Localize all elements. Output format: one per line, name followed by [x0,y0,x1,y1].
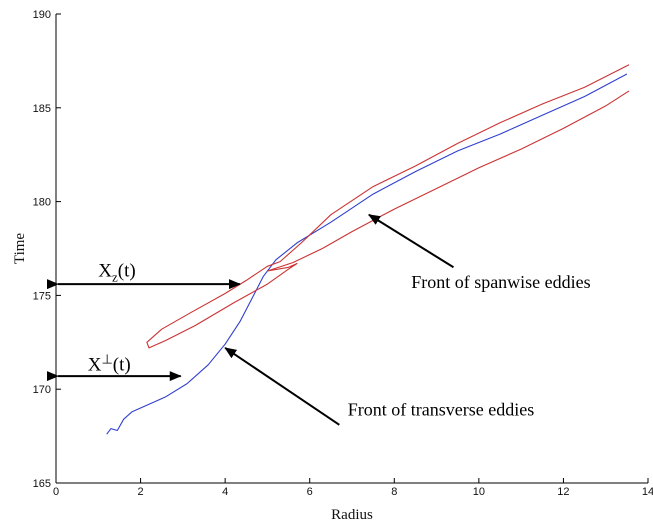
y-tick-label: 185 [33,103,51,115]
x-tick-label: 8 [391,486,397,498]
annotation-arrow-spanwise [368,213,455,269]
measure-label-xperp: X⊥(t) [88,351,131,375]
series-layer [106,64,630,435]
y-tick-label: 175 [33,290,51,302]
x-tick-label: 2 [138,486,144,498]
series-line-2 [146,64,630,349]
y-axis-label: Time [12,233,28,264]
x-tick-label: 4 [222,486,228,498]
annotation-arrow-transverse [224,347,340,426]
y-tick-label: 165 [33,478,51,490]
annotation-label-spanwise: Front of spanwise eddies [411,272,590,292]
axes: 0 2 4 6 8 10 12 14 165 170 175 180 185 190 [33,9,653,498]
y-tick-label: 170 [33,384,51,396]
y-tick-label: 180 [33,197,51,209]
annotation-label-transverse: Front of transverse eddies [348,399,534,419]
series-line-1 [106,73,628,435]
measure-label-xz: Xz(t) [98,261,135,285]
x-tick-label: 0 [53,486,59,498]
x-tick-label: 14 [642,486,653,498]
x-tick-label: 10 [473,486,485,498]
x-tick-label: 6 [307,486,313,498]
annotations: Front of spanwise eddies Front of transve… [47,213,591,426]
x-axis-label: Radius [331,507,373,523]
x-tick-label: 12 [557,486,569,498]
y-tick-label: 190 [33,9,51,21]
